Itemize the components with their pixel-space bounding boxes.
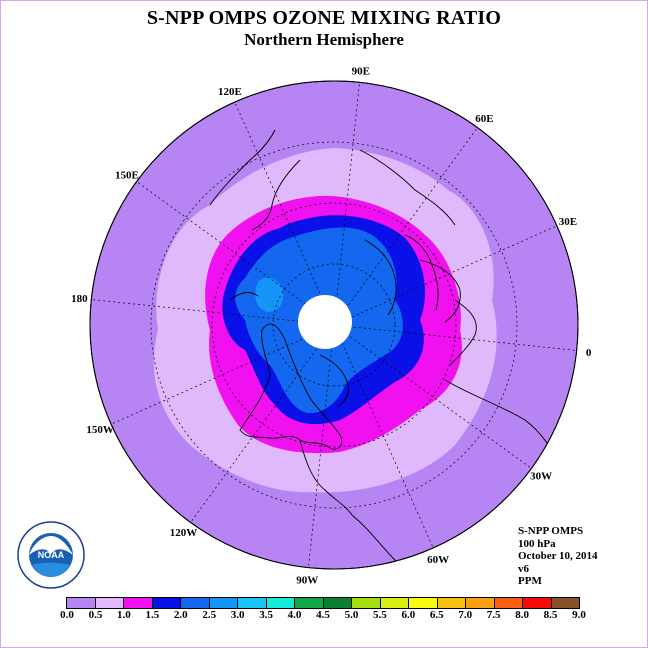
longitude-label: 120E — [218, 86, 242, 98]
meridian-line — [333, 82, 360, 326]
longitude-labels: 90E 60E 30E 0 30W 60W 90W 120W 150W 180 150E 120E — [71, 65, 592, 586]
meridian-line — [333, 127, 478, 326]
longitude-label: 30E — [559, 216, 577, 228]
meridian-line — [333, 324, 577, 351]
info-instrument: S-NPP OMPS — [518, 525, 584, 537]
map-title: S-NPP OMPS OZONE MIXING RATIO — [146, 7, 502, 29]
colorbar-segment — [323, 598, 352, 608]
ozone-band-2.5-3.0 — [255, 277, 284, 312]
meridian-line — [234, 101, 335, 326]
colorbar-segment — [266, 598, 295, 608]
colorbar-segment — [181, 598, 210, 608]
info-date: October 10, 2014 — [518, 550, 598, 562]
colorbar — [66, 597, 580, 609]
colorbar-segment — [209, 598, 238, 608]
latitude-circles — [150, 141, 518, 509]
colorbar-tick-label: 8.0 — [515, 609, 529, 621]
longitude-label: 90E — [352, 65, 370, 77]
colorbar-segment — [124, 598, 153, 608]
info-version: v6 — [518, 562, 529, 575]
no-data-polar-cap — [298, 295, 352, 349]
info-units: PPM — [518, 575, 542, 587]
colorbar-segment — [295, 598, 324, 608]
info-panel: S-NPP OMPS 100 hPa October 10, 2014 v6 P… — [518, 525, 598, 588]
colorbar-tick-label: 0.5 — [88, 609, 103, 621]
colorbar-tick-label: 1.5 — [145, 609, 160, 621]
colorbar-tick-label: 4.0 — [287, 609, 302, 621]
colorbar-tick-label: 5.5 — [373, 609, 387, 621]
meridian-line — [91, 299, 335, 326]
meridian-line — [110, 324, 335, 425]
longitude-label: 60E — [475, 113, 493, 125]
colorbar-tick-label: 2.0 — [173, 609, 188, 621]
longitude-label: 180 — [71, 293, 88, 305]
meridian-line — [136, 181, 335, 326]
info-level: 100 hPa — [518, 537, 556, 550]
meridian-line — [333, 324, 434, 549]
colorbar-tick-label: 6.5 — [429, 609, 444, 621]
longitude-label: 30W — [530, 470, 552, 482]
svg-text:NOAA: NOAA — [38, 550, 65, 560]
colorbar-tick-label: 8.5 — [543, 609, 558, 621]
colorbar-segment — [380, 598, 409, 608]
longitude-label: 0 — [586, 347, 592, 359]
colorbar-ticks: 0.0 0.5 1.0 1.5 2.0 2.5 3.0 3.5 4.0 4.5 5.0 5.5 6.0 6… — [0, 609, 648, 623]
longitude-label: 90W — [296, 575, 318, 587]
colorbar-segment — [437, 598, 466, 608]
colorbar-segment — [238, 598, 267, 608]
colorbar-tick-label: 7.5 — [486, 609, 501, 621]
colorbar-tick-label: 7.0 — [458, 609, 473, 621]
longitude-label: 60W — [427, 554, 449, 566]
colorbar-tick-label: 0.0 — [60, 609, 74, 621]
meridian-line — [190, 324, 335, 523]
meridian-line — [308, 324, 335, 568]
colorbar-tick-label: 3.5 — [259, 609, 273, 621]
colorbar-tick-label: 9.0 — [572, 609, 586, 621]
colorbar-segment — [466, 598, 495, 608]
colorbar-tick-label: 3.0 — [230, 609, 245, 621]
longitude-label: 120W — [170, 527, 198, 539]
coastlines — [209, 129, 561, 569]
noaa-logo: NOAA — [16, 520, 86, 595]
colorbar-segment — [494, 598, 523, 608]
colorbar-segment — [551, 598, 579, 608]
colorbar-tick-label: 2.5 — [202, 609, 217, 621]
colorbar-tick-label: 1.0 — [117, 609, 131, 621]
longitude-label: 150E — [115, 170, 139, 182]
colorbar-tick-label: 5.0 — [344, 609, 359, 621]
colorbar-segment — [67, 598, 96, 608]
meridian-line — [333, 225, 558, 326]
meridians — [91, 82, 577, 568]
colorbar-segment — [523, 598, 552, 608]
colorbar-tick-label: 4.5 — [316, 609, 330, 621]
colorbar-tick-label: 6.0 — [401, 609, 416, 621]
colorbar-segment — [352, 598, 381, 608]
meridian-line — [333, 324, 532, 469]
colorbar-segment — [95, 598, 124, 608]
map-subtitle: Northern Hemisphere — [244, 30, 404, 49]
colorbar-segment — [409, 598, 438, 608]
colorbar-segment — [152, 598, 181, 608]
longitude-label: 150W — [86, 424, 114, 436]
